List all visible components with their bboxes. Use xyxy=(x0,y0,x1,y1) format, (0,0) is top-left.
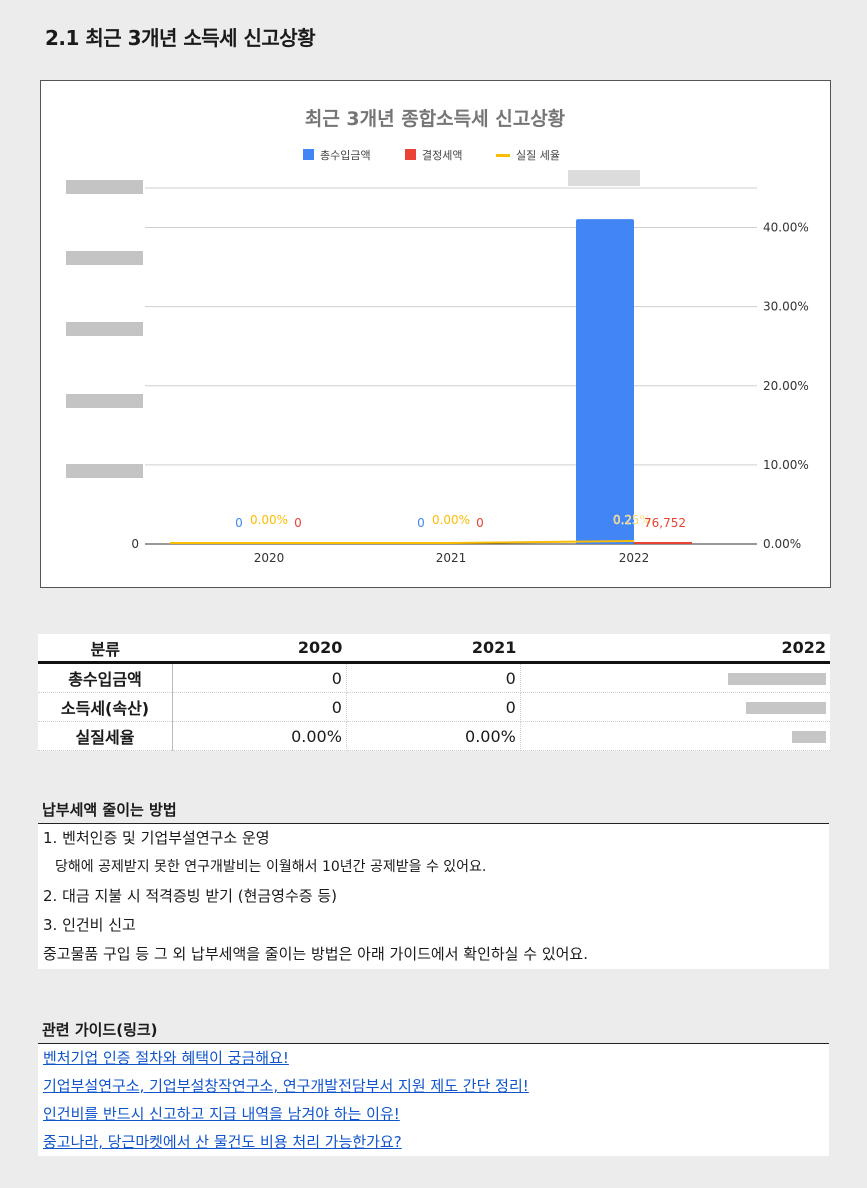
x-axis-tick: 2020 xyxy=(254,551,285,565)
guide-link-used-goods[interactable]: 중고나라, 당근마켓에서 산 물건도 비용 처리 가능한가요? xyxy=(43,1133,402,1151)
bar-tax xyxy=(634,542,692,544)
guide-link-row: 중고나라, 당근마켓에서 산 물건도 비용 처리 가능한가요? xyxy=(38,1128,829,1156)
cell-value: 0.00% xyxy=(346,721,521,751)
left-axis-tick: 0 xyxy=(131,537,139,551)
method-item: 1. 벤처인증 및 기업부설연구소 운영 xyxy=(43,829,270,847)
legend-swatch xyxy=(303,149,314,160)
chart-title: 최근 3개년 종합소득세 신고상황 xyxy=(305,107,566,130)
method-item-detail: 당해에 공제받지 못한 연구개발비는 이월해서 10년간 공제받을 수 있어요. xyxy=(55,859,487,875)
right-axis-tick: 10.00% xyxy=(763,458,809,472)
cell-value: 0 xyxy=(346,662,521,693)
col-header-2020: 2020 xyxy=(172,634,347,664)
col-header-2021: 2021 xyxy=(346,634,521,664)
right-axis-tick: 20.00% xyxy=(763,379,809,393)
table-row: 소득세(속산) 0 0 xyxy=(38,692,830,722)
cell-value: 0 xyxy=(172,662,347,693)
left-axis-tick-redacted xyxy=(66,394,143,408)
legend-label: 총수입금액 xyxy=(320,149,371,162)
col-header-category: 분류 xyxy=(38,634,173,664)
cell-redacted xyxy=(520,692,830,722)
page-title: 2.1 최근 3개년 소득세 신고상황 xyxy=(45,26,316,50)
row-label-revenue: 총수입금액 xyxy=(38,662,173,693)
left-axis-tick-redacted xyxy=(66,180,143,194)
legend-label: 실질 세율 xyxy=(516,149,560,162)
right-axis-tick: 40.00% xyxy=(763,221,809,235)
line-effective-rate xyxy=(170,540,635,544)
table-header-row: 분류 2020 2021 2022 xyxy=(38,634,830,664)
legend-swatch xyxy=(496,154,510,157)
bar-revenue xyxy=(576,219,634,544)
cell-value: 0.00% xyxy=(172,721,347,751)
x-axis-tick: 2022 xyxy=(619,551,650,565)
row-label-income-tax: 소득세(속산) xyxy=(38,692,173,722)
data-label-tax: 0 xyxy=(294,516,302,530)
table-row: 총수입금액 0 0 xyxy=(38,662,830,693)
guide-link-row: 벤처기업 인증 절차와 혜택이 궁금해요! xyxy=(38,1044,829,1072)
col-header-2022: 2022 xyxy=(520,634,830,664)
data-label-rate: 0.00% xyxy=(432,513,470,527)
data-label-revenue: 0 xyxy=(417,516,425,530)
related-guides-section: 관련 가이드(링크) 벤처기업 인증 절차와 혜택이 궁금해요! 기업부설연구소… xyxy=(38,1017,829,1156)
cell-redacted xyxy=(520,662,830,693)
cell-value: 0 xyxy=(172,692,347,722)
legend-swatch xyxy=(405,149,416,160)
right-axis-tick: 0.00% xyxy=(763,537,801,551)
right-axis-tick: 30.00% xyxy=(763,300,809,314)
guide-link-payroll[interactable]: 인건비를 반드시 신고하고 지급 내역을 남겨야 하는 이유! xyxy=(43,1105,400,1123)
x-axis-tick: 2021 xyxy=(436,551,467,565)
tax-reduction-section: 납부세액 줄이는 방법 1. 벤처인증 및 기업부설연구소 운영 당해에 공제받… xyxy=(38,797,829,969)
data-label-rate: 0.25% xyxy=(613,513,651,527)
bar-label-redacted xyxy=(568,170,640,186)
method-note: 중고물품 구입 등 그 외 납부세액을 줄이는 방법은 아래 가이드에서 확인하… xyxy=(43,945,588,963)
cell-redacted xyxy=(520,721,830,751)
data-label-revenue: 0 xyxy=(235,516,243,530)
data-label-rate: 0.00% xyxy=(250,513,288,527)
cell-value: 0 xyxy=(346,692,521,722)
left-axis-tick-redacted xyxy=(66,464,143,478)
left-axis-tick-redacted xyxy=(66,251,143,265)
section-heading: 납부세액 줄이는 방법 xyxy=(38,797,829,824)
legend-label: 결정세액 xyxy=(422,149,462,162)
row-label-effective-rate: 실질세율 xyxy=(38,721,173,751)
table-row: 실질세율 0.00% 0.00% xyxy=(38,721,830,751)
guide-link-venture[interactable]: 벤처기업 인증 절차와 혜택이 궁금해요! xyxy=(43,1049,289,1067)
data-label-tax: 76,752 xyxy=(644,516,686,530)
section-heading: 관련 가이드(링크) xyxy=(38,1017,829,1044)
guide-link-row: 인건비를 반드시 신고하고 지급 내역을 남겨야 하는 이유! xyxy=(38,1100,829,1128)
guide-link-row: 기업부설연구소, 기업부설창작연구소, 연구개발전담부서 지원 제도 간단 정리… xyxy=(38,1072,829,1100)
method-item: 3. 인건비 신고 xyxy=(43,916,136,934)
guide-link-research-lab[interactable]: 기업부설연구소, 기업부설창작연구소, 연구개발전담부서 지원 제도 간단 정리… xyxy=(43,1077,529,1095)
method-item: 2. 대금 지불 시 적격증빙 받기 (현금영수증 등) xyxy=(43,887,337,905)
income-tax-table: 분류 2020 2021 2022 총수입금액 0 0 소득세(속산) 0 0 … xyxy=(38,634,830,751)
left-axis-tick-redacted xyxy=(66,322,143,336)
data-label-tax: 0 xyxy=(476,516,484,530)
